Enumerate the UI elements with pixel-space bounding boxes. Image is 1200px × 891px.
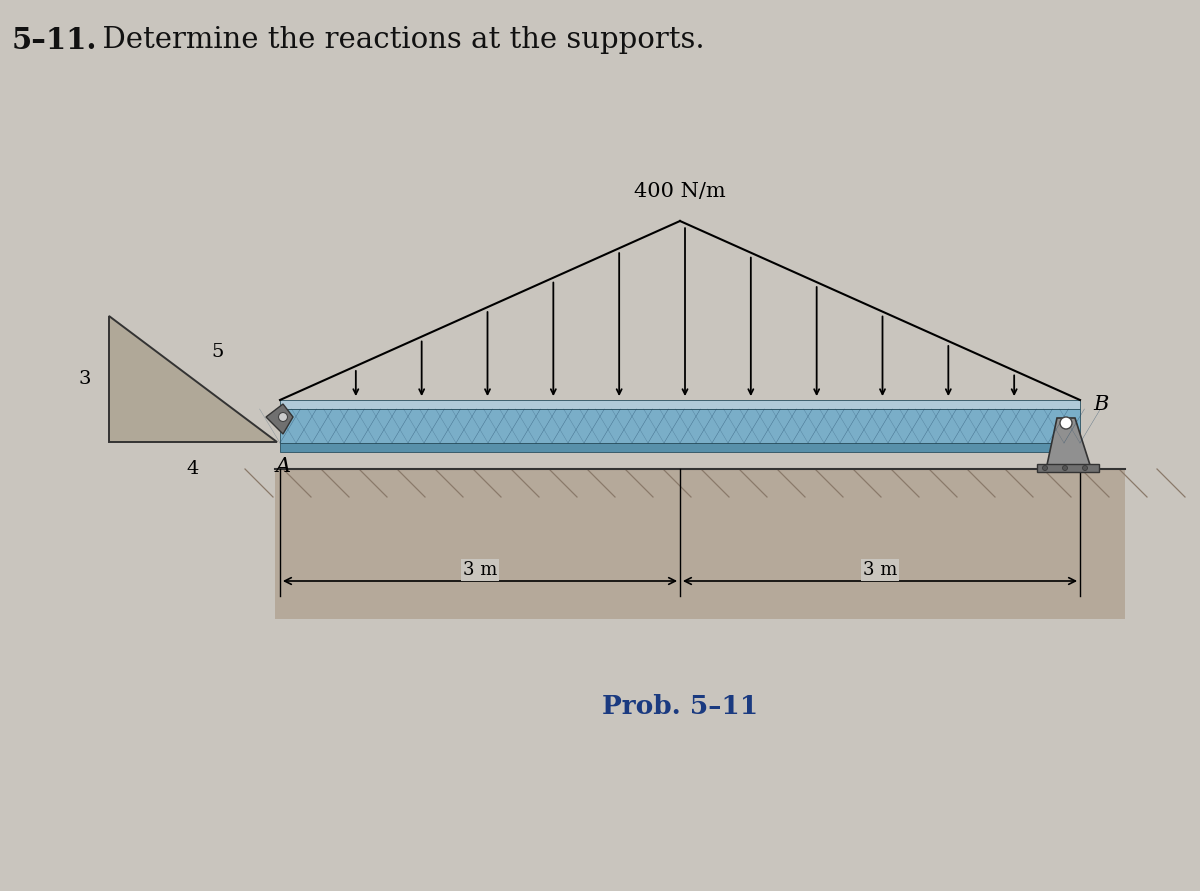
Text: 3 m: 3 m bbox=[463, 561, 497, 579]
Text: 400 N/m: 400 N/m bbox=[634, 182, 726, 201]
Circle shape bbox=[1043, 465, 1048, 470]
Text: 5–11.: 5–11. bbox=[12, 26, 97, 55]
Text: 4: 4 bbox=[187, 460, 199, 478]
Circle shape bbox=[1082, 465, 1087, 470]
Bar bbox=[280, 443, 1080, 452]
Bar bbox=[280, 409, 1080, 443]
Polygon shape bbox=[275, 469, 1126, 619]
Bar bbox=[280, 400, 1080, 409]
Polygon shape bbox=[109, 316, 277, 442]
Circle shape bbox=[278, 413, 288, 421]
Circle shape bbox=[1062, 465, 1068, 470]
Text: 3: 3 bbox=[78, 370, 91, 388]
Text: 3 m: 3 m bbox=[863, 561, 898, 579]
Text: B: B bbox=[1093, 396, 1109, 414]
Bar bbox=[1037, 464, 1099, 472]
Polygon shape bbox=[266, 404, 293, 434]
Text: Prob. 5–11: Prob. 5–11 bbox=[602, 693, 758, 718]
Text: Determine the reactions at the supports.: Determine the reactions at the supports. bbox=[84, 26, 704, 54]
Text: 5: 5 bbox=[211, 343, 223, 361]
Circle shape bbox=[1060, 417, 1072, 429]
Polygon shape bbox=[1046, 418, 1090, 465]
Text: A: A bbox=[276, 457, 290, 476]
